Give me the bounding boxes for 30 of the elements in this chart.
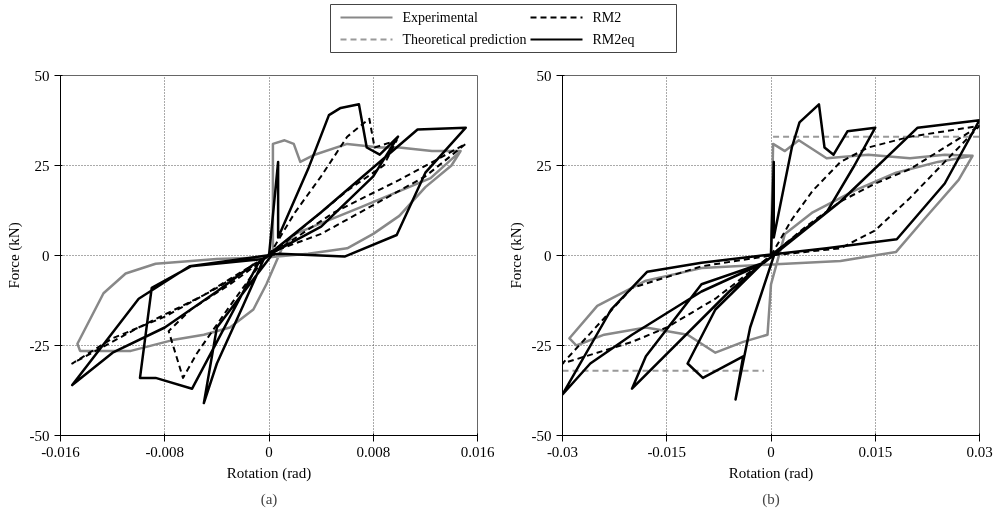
legend-label: Experimental	[402, 10, 479, 25]
y-tick-label: 50	[536, 67, 552, 84]
y-tick-label: -25	[29, 337, 50, 354]
x-axis-title: Rotation (rad)	[728, 464, 814, 482]
x-tick-label: -0.008	[145, 443, 185, 460]
y-tick-label: 25	[536, 157, 552, 174]
y-tick-label: -25	[531, 337, 552, 354]
y-tick-label: -50	[29, 427, 50, 444]
y-tick-label: 50	[34, 67, 50, 84]
text: (a)	[260, 490, 278, 508]
x-tick-label: 0.016	[460, 443, 495, 460]
y-axis-title: Force (kN)	[5, 222, 23, 289]
y-axis-title: Force (kN)	[507, 222, 525, 289]
y-tick-label: 0	[42, 247, 50, 264]
x-tick-label: 0.008	[356, 443, 391, 460]
legend-label: Theoretical prediction	[402, 32, 527, 47]
x-tick-label: -0.015	[647, 443, 687, 460]
y-tick-label: 25	[34, 157, 50, 174]
x-tick-label: 0	[265, 443, 273, 460]
x-tick-label: 0.015	[858, 443, 893, 460]
legend-label: RM2	[592, 10, 622, 25]
x-tick-label: 0.03	[966, 443, 993, 460]
x-tick-label: -0.03	[546, 443, 579, 460]
y-tick-label: 0	[544, 247, 552, 264]
legend-label: RM2eq	[592, 32, 635, 47]
x-tick-label: 0	[767, 443, 775, 460]
x-axis-title: Rotation (rad)	[226, 464, 312, 482]
y-tick-label: -50	[531, 427, 552, 444]
x-tick-label: -0.016	[41, 443, 81, 460]
text: (b)	[762, 490, 780, 508]
